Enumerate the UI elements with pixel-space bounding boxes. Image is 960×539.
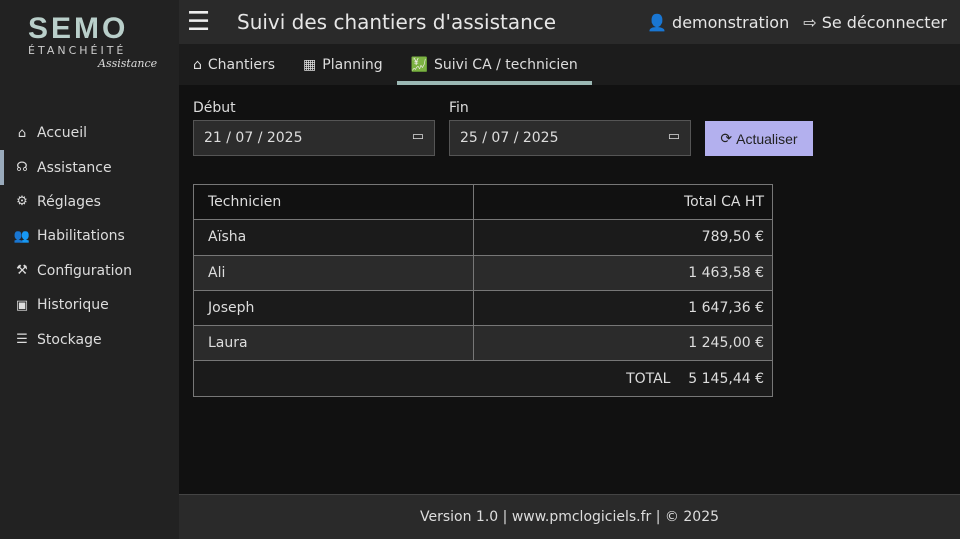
calendar-icon: ▦ bbox=[303, 56, 317, 73]
sidebar-item-assistance[interactable]: ☊ Assistance bbox=[0, 150, 179, 185]
start-date-value: 21 / 07 / 2025 bbox=[204, 130, 303, 146]
technician-total: 1 463,58 € bbox=[472, 254, 774, 291]
sidebar-item-label: Habilitations bbox=[37, 228, 125, 245]
sidebar-item-label: Historique bbox=[37, 297, 109, 314]
username: demonstration bbox=[672, 12, 790, 32]
sidebar-item-label: Assistance bbox=[37, 159, 112, 176]
table-header: Technicien Total CA HT bbox=[193, 183, 774, 221]
tabs: ⌂ Chantiers ▦ Planning 💹 Suivi CA / technic… bbox=[179, 44, 960, 85]
footer: Version 1.0 | www.pmclogiciels.fr | © 20… bbox=[179, 494, 960, 539]
table-row: Aïsha 789,50 € bbox=[193, 219, 774, 256]
total-cell: TOTAL 5 145,44 € bbox=[193, 360, 773, 397]
version-text: Version 1.0 | bbox=[419, 509, 508, 525]
total-label: TOTAL bbox=[626, 370, 671, 387]
users-icon: 👥 bbox=[13, 228, 31, 244]
technician-total: 1 245,00 € bbox=[472, 325, 774, 362]
sidebar: SEMO ÉTANCHÉITÉ Assistance ⌂ Accueil ☊ Ass… bbox=[0, 0, 179, 539]
technician-total: 1 647,36 € bbox=[472, 289, 774, 327]
tab-planning[interactable]: ▦ Planning bbox=[303, 44, 397, 85]
sidebar-item-reglages[interactable]: ⚙ Réglages bbox=[0, 185, 179, 219]
column-header: Technicien bbox=[193, 183, 474, 221]
money-chart-icon: 💹 bbox=[410, 56, 429, 73]
logo: SEMO ÉTANCHÉITÉ Assistance bbox=[28, 12, 158, 87]
logout-icon: ⇨ bbox=[803, 12, 817, 32]
copyright-text: | © 2025 bbox=[655, 509, 720, 525]
end-date-value: 25 / 07 / 2025 bbox=[460, 130, 559, 146]
start-date-label: Début bbox=[193, 100, 236, 116]
revenue-table: Technicien Total CA HT Aïsha 789,50 € Ali 1… bbox=[193, 183, 774, 397]
sidebar-item-accueil[interactable]: ⌂ Accueil bbox=[0, 116, 179, 150]
sidebar-item-configuration[interactable]: ⚒ Configuration bbox=[0, 254, 179, 288]
menu-icon[interactable]: ☰ bbox=[187, 7, 211, 37]
user-menu[interactable]: 👤 demonstration bbox=[647, 13, 789, 32]
sidebar-item-historique[interactable]: ▣ Historique bbox=[0, 288, 179, 322]
table-row: Ali 1 463,58 € bbox=[193, 254, 774, 291]
logo-subtitle: ÉTANCHÉITÉ bbox=[28, 44, 127, 57]
logout-label: Se déconnecter bbox=[821, 12, 947, 32]
technician-name: Ali bbox=[193, 254, 474, 291]
tab-label: Chantiers bbox=[207, 56, 276, 73]
sidebar-item-label: Accueil bbox=[37, 125, 87, 142]
header: ☰ Suivi des chantiers d'assistance 👤 dem… bbox=[179, 0, 960, 44]
sidebar-item-label: Configuration bbox=[37, 262, 132, 279]
user-icon: 👤 bbox=[647, 12, 667, 32]
sidebar-item-stockage[interactable]: ☰ Stockage bbox=[0, 322, 179, 356]
table-row: Joseph 1 647,36 € bbox=[193, 289, 774, 327]
database-icon: ☰ bbox=[16, 332, 28, 348]
logo-tagline: Assistance bbox=[98, 57, 158, 70]
refresh-icon: ⟳ bbox=[720, 130, 733, 146]
calendar-icon[interactable]: ▭ bbox=[411, 129, 424, 144]
refresh-label: Actualiser bbox=[736, 130, 798, 147]
technician-name: Aïsha bbox=[193, 219, 474, 256]
logout-button[interactable]: ⇨ Se déconnecter bbox=[803, 13, 947, 32]
technician-name: Laura bbox=[193, 325, 474, 362]
tab-label: Planning bbox=[322, 56, 383, 73]
house-icon: ⌂ bbox=[193, 56, 202, 73]
start-date-input[interactable]: 21 / 07 / 2025 ▭ bbox=[193, 120, 435, 156]
tab-label: Suivi CA / technicien bbox=[434, 56, 578, 73]
wrench-icon: ⚒ bbox=[16, 263, 28, 279]
sidebar-item-label: Réglages bbox=[37, 193, 101, 210]
history-icon: ▣ bbox=[15, 297, 29, 313]
website-link[interactable]: www.pmclogiciels.fr bbox=[511, 509, 652, 525]
total-value: 5 145,44 € bbox=[688, 370, 764, 387]
logo-brand: SEMO bbox=[28, 12, 129, 45]
tab-chantiers[interactable]: ⌂ Chantiers bbox=[193, 44, 289, 85]
sidebar-item-label: Stockage bbox=[37, 331, 102, 348]
technician-total: 789,50 € bbox=[472, 219, 774, 256]
technician-name: Joseph bbox=[193, 289, 474, 327]
calendar-icon[interactable]: ▭ bbox=[667, 129, 680, 144]
sidebar-item-habilitations[interactable]: 👥 Habilitations bbox=[0, 219, 179, 253]
headset-icon: ☊ bbox=[16, 160, 28, 176]
tab-suivi-ca[interactable]: 💹 Suivi CA / technicien bbox=[396, 44, 592, 85]
refresh-button[interactable]: ⟳ Actualiser bbox=[705, 121, 813, 156]
end-date-label: Fin bbox=[449, 100, 469, 116]
total-row: TOTAL 5 145,44 € bbox=[193, 360, 773, 397]
page-title: Suivi des chantiers d'assistance bbox=[237, 10, 557, 34]
column-header: Total CA HT bbox=[472, 183, 774, 221]
end-date-input[interactable]: 25 / 07 / 2025 ▭ bbox=[449, 120, 691, 156]
home-icon: ⌂ bbox=[17, 125, 27, 141]
gears-icon: ⚙ bbox=[16, 194, 28, 210]
table-row: Laura 1 245,00 € bbox=[193, 325, 774, 362]
